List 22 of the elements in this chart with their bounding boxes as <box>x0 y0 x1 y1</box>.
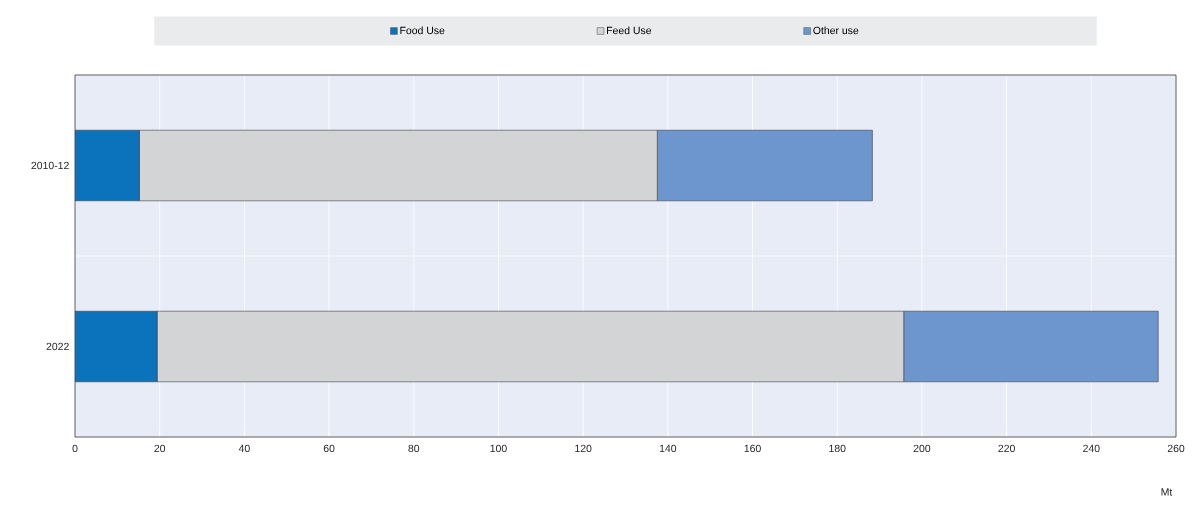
x-tick-label: 180 <box>829 444 846 453</box>
x-tick-label: 20 <box>154 444 166 453</box>
x-tick-label: 260 <box>1167 444 1185 453</box>
x-tick-label: 200 <box>913 444 931 453</box>
x-tick-label: 100 <box>490 444 507 453</box>
x-tick-label: 120 <box>575 444 592 453</box>
x-tick-label: 80 <box>408 444 420 453</box>
legend-label: Feed Use <box>607 26 652 35</box>
x-tick-label: 160 <box>744 444 761 453</box>
bar <box>75 310 158 383</box>
x-axis-title: Mt <box>1161 488 1173 496</box>
x-tick-label: 0 <box>72 444 78 453</box>
x-tick-label: 40 <box>238 444 250 453</box>
legend-label: Other use <box>813 26 859 35</box>
bar <box>75 129 140 202</box>
y-tick-label: 2010-12 <box>31 161 69 170</box>
x-tick-label: 220 <box>998 444 1015 453</box>
x-tick-label: 140 <box>659 444 677 453</box>
legend-label: Food Use <box>400 26 445 35</box>
x-tick-label: 60 <box>323 444 335 453</box>
x-tick-label: 240 <box>1083 444 1100 453</box>
y-tick-label: 2022 <box>46 342 69 351</box>
